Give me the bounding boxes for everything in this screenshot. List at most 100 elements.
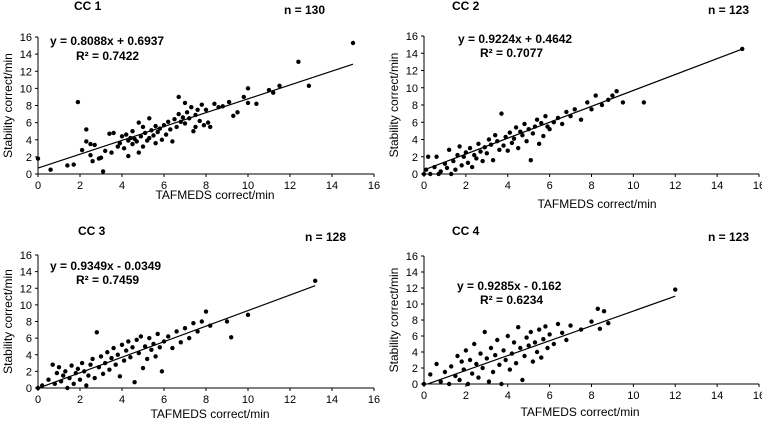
panel-4-y-tick-label: 16 bbox=[406, 251, 418, 263]
panel-2-data-point bbox=[536, 141, 542, 147]
panel-3-data-point bbox=[115, 352, 121, 357]
panel-2-x-tick-label: 16 bbox=[753, 180, 762, 192]
panel-2-data-point bbox=[530, 131, 536, 136]
panel-3-y-tick-label: 10 bbox=[20, 300, 32, 312]
panel-3-y-tick-label: 14 bbox=[20, 267, 32, 279]
panel-4-y-tick-label: 10 bbox=[406, 299, 418, 311]
panel-1-data-point bbox=[100, 169, 106, 174]
panel-1-data-point bbox=[189, 105, 194, 110]
panel-1-data-point bbox=[153, 140, 158, 146]
panel-2-data-point bbox=[434, 154, 439, 159]
panel-4-data-point bbox=[469, 371, 475, 376]
panel-2-data-point bbox=[449, 171, 454, 177]
panel-2-data-point bbox=[459, 163, 464, 168]
panel-2-y-axis-title: Stability correct/min bbox=[387, 53, 401, 158]
panel-2-x-tick-label: 2 bbox=[463, 180, 469, 192]
panel-3-data-point bbox=[35, 385, 41, 391]
panel-1-data-point bbox=[159, 137, 165, 142]
panel-2-data-point bbox=[585, 100, 590, 105]
panel-1-data-point bbox=[195, 107, 200, 112]
panel-1-x-tick-label: 6 bbox=[161, 180, 167, 192]
panel-1-x-tick-label: 8 bbox=[203, 180, 209, 192]
panel-1-data-point bbox=[92, 142, 97, 148]
panel-3-data-point bbox=[140, 365, 146, 371]
panel-2-data-point bbox=[480, 158, 485, 164]
panel-1-data-point bbox=[235, 110, 240, 115]
panel-1-data-point bbox=[245, 86, 251, 91]
panel-3-equation: y = 0.9349x - 0.0349 bbox=[50, 259, 161, 273]
panel-2-data-point bbox=[507, 130, 513, 135]
panel-4-data-point bbox=[474, 361, 479, 367]
panel-1-data-point bbox=[254, 101, 259, 106]
panel-4-data-point bbox=[446, 381, 452, 387]
panel-4-data-point bbox=[516, 325, 521, 330]
panel-1-x-axis-title: TAFMEDS correct/min bbox=[155, 188, 274, 202]
panel-3-y-tick-label: 6 bbox=[26, 333, 32, 345]
panel-3-y-tick-label: 0 bbox=[26, 383, 32, 395]
panel-3-data-point bbox=[107, 367, 112, 372]
panel-3-data-point bbox=[199, 319, 204, 324]
panel-3-x-tick-label: 8 bbox=[203, 394, 209, 406]
panel-3-y-tick-label: 2 bbox=[26, 366, 32, 378]
panel-1-data-point bbox=[163, 132, 169, 137]
panel-1-data-point bbox=[182, 121, 188, 126]
panel-2-title: CC 2 bbox=[452, 0, 480, 13]
panel-3-data-point bbox=[157, 345, 162, 350]
panel-1-data-point bbox=[155, 129, 160, 135]
panel-1-data-point bbox=[121, 146, 127, 151]
panel-4-data-point bbox=[486, 379, 492, 384]
panel-3-x-tick-label: 6 bbox=[161, 394, 167, 406]
panel-4-data-point bbox=[606, 321, 611, 326]
panel-3-y-tick-label: 4 bbox=[26, 350, 32, 362]
panel-4-data-point bbox=[673, 287, 678, 292]
panel-4-x-tick-label: 0 bbox=[421, 390, 427, 402]
panel-1-data-point bbox=[151, 133, 156, 138]
panel-4-y-axis-title: Stability correct/min bbox=[387, 268, 401, 373]
panel-1-y-tick-label: 2 bbox=[26, 152, 32, 164]
panel-2-data-point bbox=[438, 169, 443, 174]
panel-2-x-tick-label: 10 bbox=[627, 180, 639, 192]
panel-1-data-point bbox=[75, 99, 81, 105]
panel-1-data-point bbox=[48, 167, 53, 172]
panel-3-x-tick-label: 10 bbox=[242, 394, 254, 406]
panel-4-x-tick-label: 12 bbox=[669, 390, 681, 402]
panel-2-data-point bbox=[421, 171, 427, 177]
panel-3-data-point bbox=[245, 312, 251, 318]
panel-2-data-point bbox=[740, 46, 745, 52]
panel-1-data-point bbox=[117, 140, 123, 146]
panel-2-x-tick-label: 6 bbox=[547, 180, 553, 192]
panel-1-data-point bbox=[147, 135, 152, 141]
panel-4-data-point bbox=[522, 353, 527, 359]
panel-2-data-point bbox=[474, 156, 479, 161]
panel-1-data-point bbox=[166, 119, 171, 124]
panel-2-data-point bbox=[499, 111, 504, 116]
panel-3-data-point bbox=[126, 339, 131, 344]
panel-1-data-point bbox=[306, 83, 312, 89]
panel-1-data-point bbox=[182, 100, 188, 106]
panel-1-data-point bbox=[191, 128, 196, 134]
panel-3-y-axis-title: Stability correct/min bbox=[1, 269, 15, 374]
panel-2-data-point bbox=[614, 89, 619, 94]
panel-4-y-tick-label: 8 bbox=[412, 315, 418, 327]
panel-2-data-point bbox=[524, 139, 529, 144]
panel-4-data-point bbox=[472, 341, 477, 347]
panel-4-x-tick-label: 8 bbox=[588, 390, 594, 402]
panel-2-data-point bbox=[490, 158, 496, 163]
panel-3-title: CC 3 bbox=[78, 224, 106, 238]
panel-4-x-tick-label: 10 bbox=[627, 390, 639, 402]
panel-4-data-point bbox=[545, 345, 550, 351]
panel-1-y-tick-label: 4 bbox=[26, 135, 32, 147]
panel-4-x-axis-title: TAFMEDS correct/min bbox=[520, 405, 639, 419]
panel-4-x-tick-label: 4 bbox=[505, 390, 511, 402]
panel-1-x-tick-label: 4 bbox=[119, 180, 125, 192]
panel-4-data-point bbox=[465, 381, 471, 387]
panel-4-data-point bbox=[478, 351, 483, 356]
panel-3-data-point bbox=[100, 371, 106, 377]
panel-4-x-tick-label: 16 bbox=[753, 390, 762, 402]
panel-4-data-point bbox=[536, 327, 542, 332]
panel-3-data-point bbox=[149, 347, 154, 352]
panel-3-y-tick-label: 8 bbox=[26, 317, 32, 329]
panel-1-data-point bbox=[193, 124, 198, 130]
panel-2-y-tick-label: 2 bbox=[412, 152, 418, 164]
panel-1-data-point bbox=[138, 134, 144, 139]
